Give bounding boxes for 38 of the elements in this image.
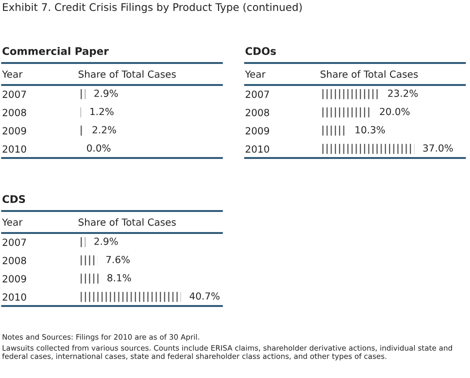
y-tick-label: 2009	[2, 127, 26, 134]
data-label: 20.0%	[380, 108, 410, 116]
data-label: 7.6%	[106, 256, 130, 264]
x-axis-title: Share of Total Cases	[320, 70, 418, 78]
y-axis-title: Year	[2, 70, 23, 78]
y-tick-label: 2007	[2, 238, 26, 246]
y-tick-label: 2008	[246, 108, 270, 116]
data-label: 1.2%	[90, 108, 114, 116]
x-axis-title: Share of Total Cases	[78, 70, 176, 78]
y-tick-label: 2010	[2, 145, 26, 153]
bar	[320, 107, 371, 118]
data-label: 2.9%	[94, 238, 118, 245]
bar	[320, 144, 414, 154]
y-axis-title: Year	[244, 70, 266, 78]
y-tick-label: 2009	[246, 127, 270, 134]
data-label: 0.0%	[86, 144, 110, 152]
bar	[320, 126, 346, 136]
chart-title: CDOs	[246, 47, 276, 56]
y-tick-label: 2007	[2, 90, 26, 98]
bar	[320, 89, 380, 100]
data-label: 8.1%	[107, 274, 131, 282]
text: Exhibit 7. Credit Crisis Filings by Product Type (continued)	[3, 2, 302, 14]
data-label: 2.2%	[92, 126, 116, 134]
y-tick-label: 2010	[246, 145, 270, 153]
y-tick-label: 2008	[2, 108, 26, 116]
x-axis-title: Share of Total Cases	[78, 218, 176, 226]
data-label: 37.0%	[423, 144, 453, 152]
y-tick-label: 2010	[2, 293, 26, 301]
data-label: 40.7%	[190, 292, 220, 300]
data-label: 2.9%	[94, 90, 118, 97]
y-tick-label: 2008	[2, 256, 26, 264]
y-tick-label: 2007	[246, 90, 269, 98]
y-tick-label: 2009	[2, 275, 26, 282]
y-axis-title: Year	[2, 218, 23, 226]
chart-title: CDS	[2, 195, 26, 204]
data-label: 10.3%	[356, 126, 385, 134]
chart-title: Commercial Paper	[2, 46, 109, 58]
data-label: 23.2%	[388, 90, 418, 97]
